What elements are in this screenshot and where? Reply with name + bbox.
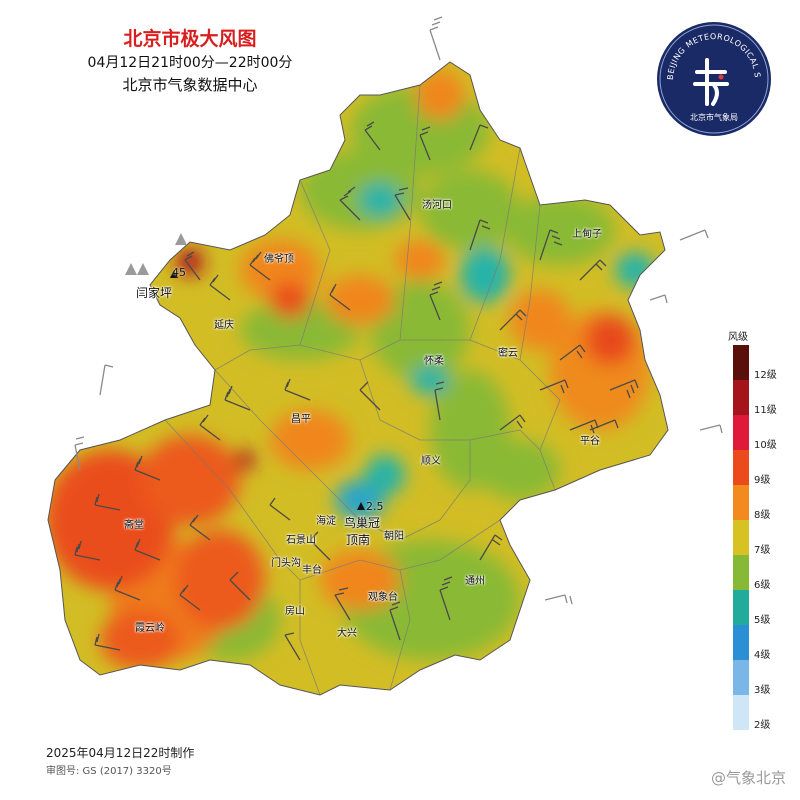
legend-swatch <box>733 345 749 380</box>
place-shijingshan: 石景山 <box>286 535 316 546</box>
place-chaoyang: 朝阳 <box>384 531 404 542</box>
outside-wind-barbs <box>74 16 723 605</box>
place-fangshan: 房山 <box>285 606 305 617</box>
place-changping: 昌平 <box>291 414 311 425</box>
place-huairou: 怀柔 <box>424 356 444 367</box>
legend-swatch <box>733 590 749 625</box>
legend-label: 6级 <box>754 580 771 591</box>
place-yanqing: 延庆 <box>214 320 234 331</box>
place-yanjiaping: 闫家坪 <box>136 286 173 300</box>
legend-label: 4级 <box>754 650 771 661</box>
place-zhaitang: 斋堂 <box>124 520 144 531</box>
map-source: 北京市气象数据中心 <box>122 76 258 94</box>
place-niaochao: 鸟巢冠 <box>344 516 381 530</box>
place-shangdianzi: 上甸子 <box>572 229 602 240</box>
legend-swatch <box>733 380 749 415</box>
legend-label: 9级 <box>754 475 771 486</box>
map-title-block: 北京市极大风图 04月12日21时00分—22时00分 北京市气象数据中心 <box>40 26 340 96</box>
beijing-meteorological-logo: BEIJING METEOROLOGICAL SERVICE 北京市气象局 <box>655 20 771 136</box>
legend-label: 10级 <box>754 440 777 451</box>
legend-swatch <box>733 415 749 450</box>
place-xiayunling: 霞云岭 <box>135 623 165 634</box>
place-pinggu: 平谷 <box>580 436 600 447</box>
legend-swatch <box>733 485 749 520</box>
review-number: 审图号: GS (2017) 3320号 <box>46 766 172 777</box>
place-shunyi: 顺义 <box>421 456 441 467</box>
made-date: 2025年04月12日22时制作 <box>46 746 195 760</box>
legend-label: 8级 <box>754 510 771 521</box>
legend-label: 11级 <box>754 405 777 416</box>
place-tongzhou: 通州 <box>465 576 485 587</box>
place-daxing: 大兴 <box>337 628 357 639</box>
place-miyun: 密云 <box>498 348 518 359</box>
outside-flags <box>125 233 187 275</box>
place-haidian: 海淀 <box>316 516 336 527</box>
legend-title: 风级 <box>728 332 748 343</box>
legend-swatch <box>733 695 749 730</box>
place-fengtai: 丰台 <box>302 565 322 576</box>
station-value-45: 45 <box>172 266 186 279</box>
logo-subtext: 北京市气象局 <box>690 112 738 122</box>
station-marker-city <box>357 502 365 510</box>
place-dingnan: 顶南 <box>346 533 371 547</box>
watermark: @气象北京 <box>710 769 786 787</box>
legend-swatch <box>733 450 749 485</box>
legend-label: 5级 <box>754 615 771 626</box>
place-tanghekou: 汤河口 <box>422 200 452 211</box>
station-value-2-5: 2.5 <box>366 500 384 513</box>
legend-label: 2级 <box>754 720 771 731</box>
map-title: 北京市极大风图 <box>123 28 257 50</box>
legend-swatch <box>733 520 749 555</box>
place-mentougou: 门头沟 <box>271 558 301 569</box>
place-foyeding: 佛爷顶 <box>264 254 294 265</box>
station-marker-lingshan <box>170 270 178 278</box>
legend-swatch <box>733 555 749 590</box>
map-period: 04月12日21时00分—22时00分 <box>87 55 293 71</box>
place-guanxiangtai: 观象台 <box>368 592 398 603</box>
legend-label: 7级 <box>754 545 771 556</box>
wind-barbs <box>74 121 639 661</box>
legend-label: 12级 <box>754 370 777 381</box>
legend-label: 3级 <box>754 685 771 696</box>
legend-swatch <box>733 660 749 695</box>
legend-swatch <box>733 625 749 660</box>
